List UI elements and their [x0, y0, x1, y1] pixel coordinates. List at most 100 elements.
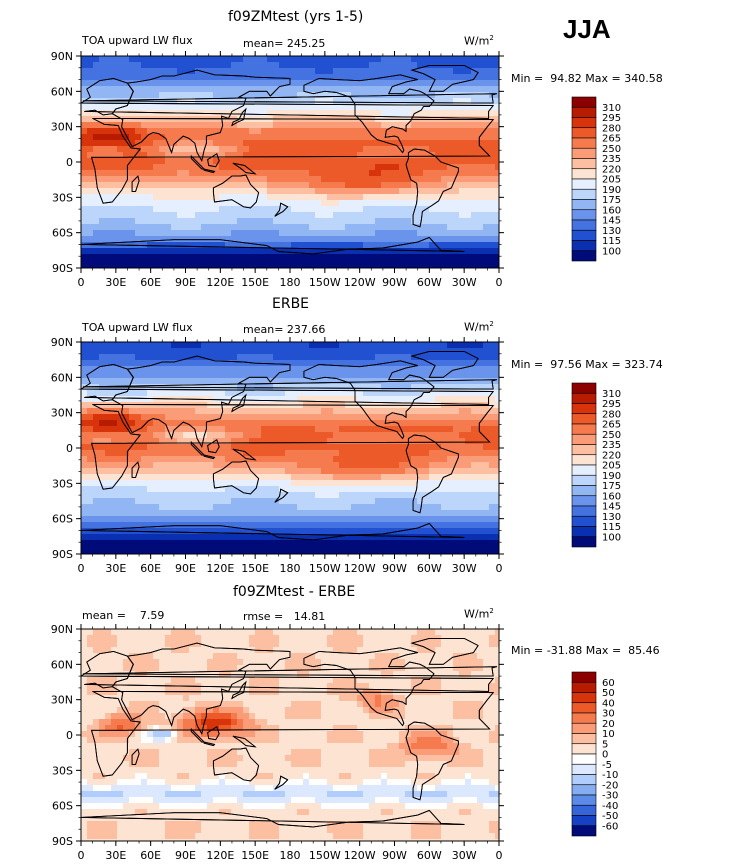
colorbar-level-label: 265 [602, 420, 621, 431]
lon-tick-label: 150E [241, 562, 269, 575]
colorbar-level-label: 50 [602, 688, 615, 699]
lon-tick-label: 150W [309, 562, 341, 575]
colorbar-swatch [571, 137, 597, 149]
colorbar-swatch [571, 733, 597, 745]
colorbar-swatch [571, 403, 597, 415]
colorbar-swatch [571, 423, 597, 435]
lon-tick-label: 30W [452, 276, 477, 289]
colorbar-swatch [571, 147, 597, 159]
colorbar-level-label: 0 [602, 750, 608, 761]
colorbar-swatch [571, 106, 597, 118]
colorbar-level-label: 265 [602, 134, 621, 145]
lat-tick-label: 30N [51, 407, 73, 420]
colorbar-level-label: 235 [602, 154, 621, 165]
colorbar-swatch [571, 671, 597, 683]
map-1-coastlines [81, 64, 498, 268]
colorbar-level-label: 115 [602, 236, 621, 247]
colorbar-level-label: 30 [602, 709, 615, 720]
panel-1-units: W/m2 [464, 34, 494, 48]
colorbar-level-label: 160 [602, 205, 621, 216]
panel-2-minmax: Min = 97.56 Max = 323.74 [511, 358, 663, 371]
colorbar-swatch [571, 474, 597, 486]
colorbar-level-label: 130 [602, 226, 621, 237]
colorbar-swatch [571, 250, 597, 262]
lon-tick-label: 150E [241, 849, 269, 862]
colorbar-swatch [571, 209, 597, 221]
panel-2-variable-label: TOA upward LW flux [82, 321, 193, 334]
lat-tick-label: 30N [51, 121, 73, 134]
colorbar-level-label: 205 [602, 461, 621, 472]
colorbar-swatch [571, 495, 597, 507]
colorbar-level-label: -20 [602, 780, 618, 791]
lat-tick-label: 30N [51, 694, 73, 707]
colorbar-swatch [571, 392, 597, 404]
colorbar-swatch [571, 464, 597, 476]
colorbar-swatch [571, 158, 597, 170]
lon-tick-label: 180 [280, 849, 301, 862]
panel-1-title: f09ZMtest (yrs 1-5) [228, 9, 364, 25]
colorbar-level-label: 175 [602, 195, 621, 206]
lon-tick-label: 90W [382, 562, 407, 575]
map-2-coastlines [81, 350, 498, 554]
lat-tick-label: 60N [51, 658, 73, 671]
colorbar-level-label: 295 [602, 113, 621, 124]
colorbar-level-label: 160 [602, 491, 621, 502]
colorbar-level-label: -5 [602, 760, 612, 771]
lon-tick-label: 120E [206, 562, 234, 575]
colorbar-swatch [571, 96, 597, 108]
colorbar-level-label: 115 [602, 522, 621, 533]
lat-tick-label: 30S [52, 191, 73, 204]
lat-tick-label: 90S [52, 548, 73, 561]
lat-tick-label: 60N [51, 371, 73, 384]
colorbar-level-label: -50 [602, 811, 618, 822]
lon-tick-label: 60E [140, 276, 161, 289]
colorbar-swatch [571, 825, 597, 837]
map-1-field [81, 56, 499, 268]
panel-3-units: W/m2 [464, 607, 494, 621]
colorbar-swatch [571, 168, 597, 180]
colorbar-swatch [571, 794, 597, 806]
colorbar-level-label: 310 [602, 103, 621, 114]
colorbar-swatch [571, 433, 597, 445]
season-label: JJA [563, 14, 611, 44]
colorbar-swatch [571, 712, 597, 724]
lon-tick-label: 120W [344, 849, 376, 862]
lon-tick-label: 60W [417, 849, 442, 862]
panel-1-variable-label: TOA upward LW flux [82, 34, 193, 47]
colorbar-level-label: 5 [602, 739, 608, 750]
colorbar-level-label: -60 [602, 821, 618, 832]
lon-tick-label: 180 [280, 562, 301, 575]
lon-tick-label: 120E [206, 276, 234, 289]
lat-tick-label: 60S [52, 227, 73, 240]
colorbar-swatch [571, 178, 597, 190]
colorbar-swatch [571, 382, 597, 394]
colorbar-swatch [571, 444, 597, 456]
colorbar-swatch [571, 753, 597, 765]
colorbar-swatch [571, 413, 597, 425]
colorbar-2: 3102952802652502352202051901751601451301… [571, 382, 621, 548]
lat-tick-label: 0 [66, 729, 73, 742]
lat-tick-label: 90S [52, 835, 73, 848]
lat-tick-label: 0 [66, 156, 73, 169]
lat-tick-label: 90N [51, 623, 73, 636]
lat-tick-label: 90S [52, 262, 73, 275]
map-3-field [81, 629, 499, 841]
lon-tick-label: 60W [417, 276, 442, 289]
lon-tick-label: 120W [344, 276, 376, 289]
colorbar-level-label: 100 [602, 246, 621, 257]
colorbar-level-label: 145 [602, 502, 621, 513]
colorbar-swatch [571, 804, 597, 816]
colorbar-swatch [571, 784, 597, 796]
colorbar-level-label: -30 [602, 791, 618, 802]
colorbar-swatch [571, 485, 597, 497]
colorbar-1: 3102952802652502352202051901751601451301… [571, 96, 621, 262]
lat-tick-label: 90N [51, 50, 73, 63]
colorbar-swatch [571, 454, 597, 466]
colorbar-level-label: 130 [602, 512, 621, 523]
map-3-coastlines [81, 637, 498, 841]
colorbar-swatch [571, 515, 597, 527]
map-2-field [81, 342, 499, 554]
colorbar-level-label: 175 [602, 481, 621, 492]
lon-tick-label: 30E [105, 849, 126, 862]
